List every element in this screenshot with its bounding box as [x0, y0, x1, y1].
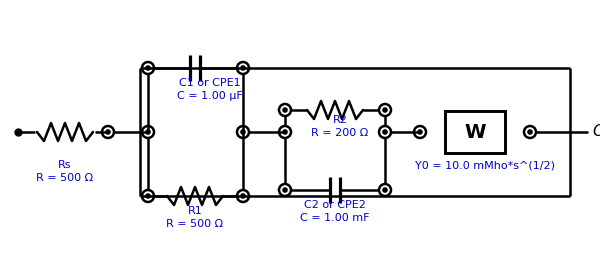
Circle shape	[106, 130, 110, 134]
Text: C1 or CPE1
C = 1.00 μF: C1 or CPE1 C = 1.00 μF	[177, 78, 243, 101]
Text: Y0 = 10.0 mMho*s^(1/2): Y0 = 10.0 mMho*s^(1/2)	[415, 160, 555, 170]
Circle shape	[528, 130, 532, 134]
Bar	[445, 111, 505, 153]
Text: R2
R = 200 Ω: R2 R = 200 Ω	[311, 115, 368, 138]
Text: C: C	[592, 125, 600, 139]
Circle shape	[146, 194, 150, 198]
Circle shape	[383, 188, 387, 192]
Circle shape	[283, 108, 287, 112]
Text: Rs
R = 500 Ω: Rs R = 500 Ω	[37, 160, 94, 183]
Circle shape	[241, 194, 245, 198]
Text: R1
R = 500 Ω: R1 R = 500 Ω	[166, 206, 224, 229]
Text: W: W	[464, 122, 486, 142]
Circle shape	[283, 130, 287, 134]
Circle shape	[146, 66, 150, 70]
Circle shape	[241, 130, 245, 134]
Circle shape	[283, 188, 287, 192]
Circle shape	[418, 130, 422, 134]
Text: C2 or CPE2
C = 1.00 mF: C2 or CPE2 C = 1.00 mF	[300, 200, 370, 223]
Circle shape	[241, 66, 245, 70]
Circle shape	[383, 130, 387, 134]
Circle shape	[146, 130, 150, 134]
Circle shape	[383, 108, 387, 112]
